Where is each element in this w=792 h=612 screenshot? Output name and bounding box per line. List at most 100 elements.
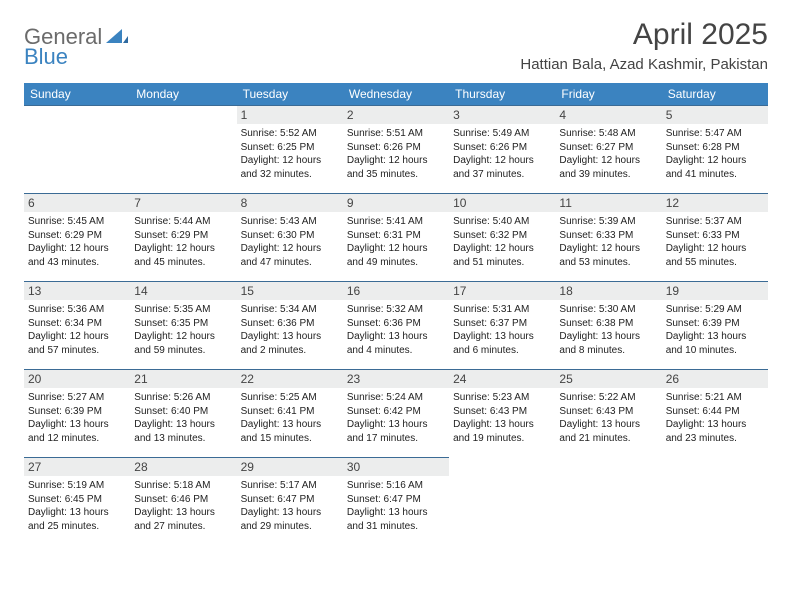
calendar-cell: 21Sunrise: 5:26 AMSunset: 6:40 PMDayligh…	[130, 370, 236, 458]
calendar-cell: 23Sunrise: 5:24 AMSunset: 6:42 PMDayligh…	[343, 370, 449, 458]
detail-line: Daylight: 13 hours	[241, 506, 339, 520]
detail-line: Sunset: 6:47 PM	[347, 493, 445, 507]
detail-line: Sunset: 6:26 PM	[347, 141, 445, 155]
day-number: 24	[449, 370, 555, 388]
detail-line: and 47 minutes.	[241, 256, 339, 270]
detail-line: and 27 minutes.	[134, 520, 232, 534]
calendar-cell: 16Sunrise: 5:32 AMSunset: 6:36 PMDayligh…	[343, 282, 449, 370]
calendar-row: 13 Sunrise: 5:36 AMSunset: 6:34 PMDayligh…	[24, 282, 768, 370]
calendar-cell	[449, 458, 555, 546]
detail-line: Sunset: 6:36 PM	[347, 317, 445, 331]
detail-line: Sunset: 6:25 PM	[241, 141, 339, 155]
calendar-cell	[24, 106, 130, 194]
detail-line: Sunrise: 5:43 AM	[241, 215, 339, 229]
detail-line: Sunset: 6:31 PM	[347, 229, 445, 243]
detail-line: and 35 minutes.	[347, 168, 445, 182]
detail-line: Sunset: 6:44 PM	[666, 405, 764, 419]
detail-line: Daylight: 13 hours	[666, 418, 764, 432]
detail-line: Sunrise: 5:48 AM	[559, 127, 657, 141]
detail-line: Sunrise: 5:27 AM	[28, 391, 126, 405]
detail-line: Sunrise: 5:41 AM	[347, 215, 445, 229]
detail-line: and 37 minutes.	[453, 168, 551, 182]
detail-line: Sunset: 6:38 PM	[559, 317, 657, 331]
detail-line: Sunrise: 5:23 AM	[453, 391, 551, 405]
calendar-cell: 1Sunrise: 5:52 AMSunset: 6:25 PMDaylight…	[237, 106, 343, 194]
detail-line: Sunset: 6:28 PM	[666, 141, 764, 155]
detail-line: Daylight: 13 hours	[241, 330, 339, 344]
detail-line: Sunrise: 5:35 AM	[134, 303, 232, 317]
detail-line: Sunset: 6:34 PM	[28, 317, 126, 331]
day-details: Sunrise: 5:41 AMSunset: 6:31 PMDaylight:…	[347, 215, 445, 269]
calendar-cell: 30Sunrise: 5:16 AMSunset: 6:47 PMDayligh…	[343, 458, 449, 546]
calendar-cell: 12Sunrise: 5:37 AMSunset: 6:33 PMDayligh…	[662, 194, 768, 282]
detail-line: Sunrise: 5:25 AM	[241, 391, 339, 405]
detail-line: Daylight: 13 hours	[241, 418, 339, 432]
calendar-cell: 14Sunrise: 5:35 AMSunset: 6:35 PMDayligh…	[130, 282, 236, 370]
detail-line: Daylight: 13 hours	[666, 330, 764, 344]
detail-line: and 45 minutes.	[134, 256, 232, 270]
detail-line: Sunset: 6:35 PM	[134, 317, 232, 331]
detail-line: Sunrise: 5:45 AM	[28, 215, 126, 229]
day-details: Sunrise: 5:34 AMSunset: 6:36 PMDaylight:…	[241, 303, 339, 357]
detail-line: Sunrise: 5:18 AM	[134, 479, 232, 493]
day-number: 6	[24, 194, 130, 212]
detail-line: Sunrise: 5:32 AM	[347, 303, 445, 317]
detail-line: Sunrise: 5:26 AM	[134, 391, 232, 405]
day-details: Sunrise: 5:25 AMSunset: 6:41 PMDaylight:…	[241, 391, 339, 445]
detail-line: Daylight: 12 hours	[241, 242, 339, 256]
detail-line: and 21 minutes.	[559, 432, 657, 446]
day-number: 22	[237, 370, 343, 388]
day-details: Sunrise: 5:51 AMSunset: 6:26 PMDaylight:…	[347, 127, 445, 181]
detail-line: and 57 minutes.	[28, 344, 126, 358]
calendar-cell: 25Sunrise: 5:22 AMSunset: 6:43 PMDayligh…	[555, 370, 661, 458]
detail-line: Sunset: 6:39 PM	[28, 405, 126, 419]
month-title: April 2025	[520, 18, 768, 52]
detail-line: and 13 minutes.	[134, 432, 232, 446]
detail-line: and 10 minutes.	[666, 344, 764, 358]
day-number: 28	[130, 458, 236, 476]
detail-line: Sunrise: 5:34 AM	[241, 303, 339, 317]
detail-line: and 8 minutes.	[559, 344, 657, 358]
day-number: 3	[449, 106, 555, 124]
weekday-wed: Wednesday	[343, 83, 449, 106]
day-number: 8	[237, 194, 343, 212]
day-details: Sunrise: 5:23 AMSunset: 6:43 PMDaylight:…	[453, 391, 551, 445]
detail-line: Sunrise: 5:49 AM	[453, 127, 551, 141]
day-number: 9	[343, 194, 449, 212]
day-number: 13	[24, 282, 130, 300]
detail-line: Sunset: 6:27 PM	[559, 141, 657, 155]
detail-line: Sunrise: 5:16 AM	[347, 479, 445, 493]
day-details: Sunrise: 5:36 AMSunset: 6:34 PMDaylight:…	[28, 303, 126, 357]
day-number: 29	[237, 458, 343, 476]
detail-line: and 25 minutes.	[28, 520, 126, 534]
detail-line: Sunrise: 5:31 AM	[453, 303, 551, 317]
detail-line: Daylight: 13 hours	[28, 418, 126, 432]
detail-line: Daylight: 12 hours	[134, 330, 232, 344]
detail-line: Sunrise: 5:21 AM	[666, 391, 764, 405]
detail-line: Sunset: 6:43 PM	[453, 405, 551, 419]
day-number: 11	[555, 194, 661, 212]
detail-line: Sunset: 6:46 PM	[134, 493, 232, 507]
calendar-cell: 13 Sunrise: 5:36 AMSunset: 6:34 PMDayligh…	[24, 282, 130, 370]
day-details: Sunrise: 5:44 AMSunset: 6:29 PMDaylight:…	[134, 215, 232, 269]
calendar-cell	[130, 106, 236, 194]
day-details: Sunrise: 5:37 AMSunset: 6:33 PMDaylight:…	[666, 215, 764, 269]
day-details: Sunrise: 5:47 AMSunset: 6:28 PMDaylight:…	[666, 127, 764, 181]
day-number: 25	[555, 370, 661, 388]
detail-line: Sunset: 6:42 PM	[347, 405, 445, 419]
day-number: 5	[662, 106, 768, 124]
day-number: 23	[343, 370, 449, 388]
day-details: Sunrise: 5:26 AMSunset: 6:40 PMDaylight:…	[134, 391, 232, 445]
calendar-cell: 20Sunrise: 5:27 AMSunset: 6:39 PMDayligh…	[24, 370, 130, 458]
calendar-cell: 10Sunrise: 5:40 AMSunset: 6:32 PMDayligh…	[449, 194, 555, 282]
detail-line: and 4 minutes.	[347, 344, 445, 358]
day-details: Sunrise: 5:16 AMSunset: 6:47 PMDaylight:…	[347, 479, 445, 533]
detail-line: Daylight: 13 hours	[347, 418, 445, 432]
detail-line: Daylight: 12 hours	[347, 154, 445, 168]
day-details: Sunrise: 5:52 AMSunset: 6:25 PMDaylight:…	[241, 127, 339, 181]
day-number: 10	[449, 194, 555, 212]
day-details: Sunrise: 5:43 AMSunset: 6:30 PMDaylight:…	[241, 215, 339, 269]
calendar-row: 27Sunrise: 5:19 AMSunset: 6:45 PMDayligh…	[24, 458, 768, 546]
weekday-sat: Saturday	[662, 83, 768, 106]
detail-line: and 55 minutes.	[666, 256, 764, 270]
